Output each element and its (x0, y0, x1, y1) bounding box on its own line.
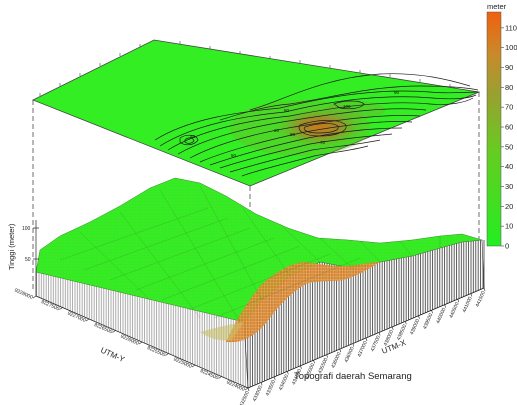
z-tick-label: 50 (25, 257, 31, 263)
surface-ridge-orange (226, 262, 380, 343)
colorbar-tick-label: 80 (505, 83, 513, 92)
x-tick-label: 439500 (422, 312, 434, 330)
x-tick-mark (431, 310, 433, 314)
colorbar: meter 0 10 20 30 40 50 60 70 80 90 100 110 (486, 2, 517, 251)
z-axis-label: Tinggi (meter) (7, 223, 16, 270)
x-tick-mark (352, 343, 355, 347)
y-axis-label: UTM-Y (99, 346, 126, 365)
y-tick-mark (244, 387, 249, 391)
x-tick-mark (470, 293, 473, 297)
y-tick-mark (112, 330, 116, 333)
x-tick-label: 437500 (370, 335, 382, 353)
x-tick-label: 440500 (448, 301, 460, 319)
colorbar-tick-label: 90 (505, 63, 513, 72)
colorbar-tick-label: 60 (505, 123, 513, 132)
x-tick-label: 436000 (330, 351, 342, 369)
x-tick-label: 441500 (475, 290, 487, 308)
contour-hot-region (276, 107, 364, 147)
contour-plane: 40 50 60 20 80 70 90 100 (32, 39, 481, 187)
x-tick-label: 437000 (357, 340, 369, 358)
colorbar-tick-label: 30 (505, 182, 513, 191)
colorbar-tick-label: 110 (505, 23, 517, 32)
y-tick-mark (32, 295, 37, 299)
contour-label: 40 (190, 134, 196, 139)
colorbar-tick-label: 20 (505, 202, 513, 211)
x-tick-mark (287, 371, 289, 375)
x-tick-mark (418, 315, 420, 319)
contour-plane-ticks (39, 41, 451, 96)
x-tick-label: 433500 (265, 379, 277, 397)
x-tick-mark (300, 365, 302, 369)
contour-labels: 40 50 60 20 80 70 90 100 (190, 90, 400, 158)
contour-label: 20 (274, 128, 280, 133)
colorbar-unit: meter (487, 2, 507, 11)
x-tick-mark (260, 382, 263, 386)
contour-label: 70 (320, 140, 326, 145)
x-tick-mark (365, 337, 368, 342)
y-tick-mark (218, 376, 222, 379)
colorbar-gradient (486, 11, 502, 247)
colorbar-tick-label: 40 (505, 162, 513, 171)
x-tick-mark (405, 321, 407, 325)
x-tick-mark (378, 332, 381, 336)
colorbar-tick-label: 50 (505, 142, 513, 151)
colorbar-tick-label: 10 (505, 222, 513, 231)
contour-label: 80 (290, 132, 296, 137)
x-tick-label: 440000 (435, 307, 447, 325)
z-axis: 100 50 Tinggi (meter) (7, 223, 39, 270)
contour-lines (154, 73, 479, 177)
y-tick-mark (165, 353, 169, 356)
x-tick-mark (457, 299, 460, 303)
x-tick-label: 433000 (252, 385, 264, 403)
x-tick-label: 439000 (409, 318, 421, 336)
x-tick-mark (444, 304, 446, 308)
y-tick-label: 9228000 (13, 287, 33, 300)
x-tick-mark (339, 349, 342, 353)
x-tick-mark (326, 354, 328, 358)
surface-grid (59, 185, 441, 323)
x-tick-mark (273, 376, 276, 380)
x-tick-label: 434000 (278, 374, 290, 392)
x-tick-label: 436500 (343, 346, 355, 364)
x-tick-mark (391, 326, 394, 330)
chart-title: Topografi daerah Semarang (294, 371, 412, 382)
surface-main (35, 177, 483, 323)
colorbar-tick-label: 0 (505, 242, 509, 251)
y-tick-mark (138, 341, 143, 345)
colorbar-tick-label: 100 (505, 43, 517, 52)
x-tick-label: 441000 (461, 296, 473, 314)
colorbar-tick-label: 70 (505, 103, 513, 112)
contour-label: 50 (231, 153, 237, 158)
x-tick-label: 432500 (239, 390, 251, 405)
surface-3d (35, 177, 485, 389)
x-tick-mark (483, 287, 486, 292)
colorbar-ticks: 0 10 20 30 40 50 60 70 80 90 100 110 (501, 23, 517, 251)
z-tick-label: 100 (22, 226, 31, 232)
x-tick-mark (247, 387, 250, 392)
contour-label: 90 (394, 90, 400, 95)
contour-label: 60 (284, 108, 290, 113)
y-tick-mark (191, 364, 196, 368)
contour-label: 100 (343, 104, 351, 109)
x-tick-mark (313, 360, 315, 364)
y-tick-mark (85, 318, 90, 322)
y-tick-mark (59, 307, 63, 310)
